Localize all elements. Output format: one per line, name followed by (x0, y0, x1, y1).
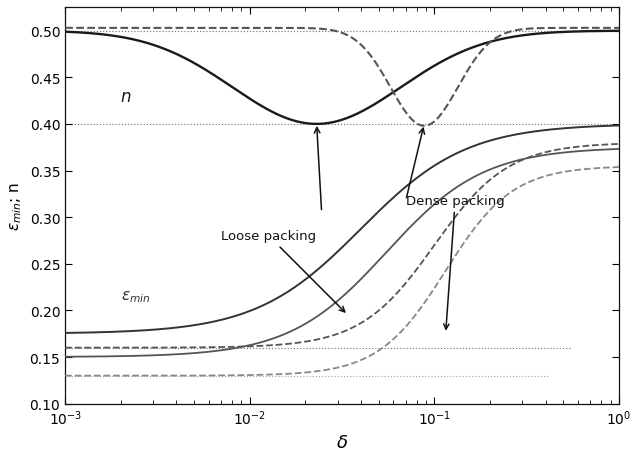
Y-axis label: $\varepsilon_{min}$; n: $\varepsilon_{min}$; n (8, 181, 24, 230)
X-axis label: $\delta$: $\delta$ (336, 433, 348, 451)
Text: Dense packing: Dense packing (406, 195, 504, 330)
Text: Loose packing: Loose packing (221, 230, 345, 312)
Text: n: n (121, 88, 131, 106)
Text: $\varepsilon_{min}$: $\varepsilon_{min}$ (121, 289, 150, 305)
